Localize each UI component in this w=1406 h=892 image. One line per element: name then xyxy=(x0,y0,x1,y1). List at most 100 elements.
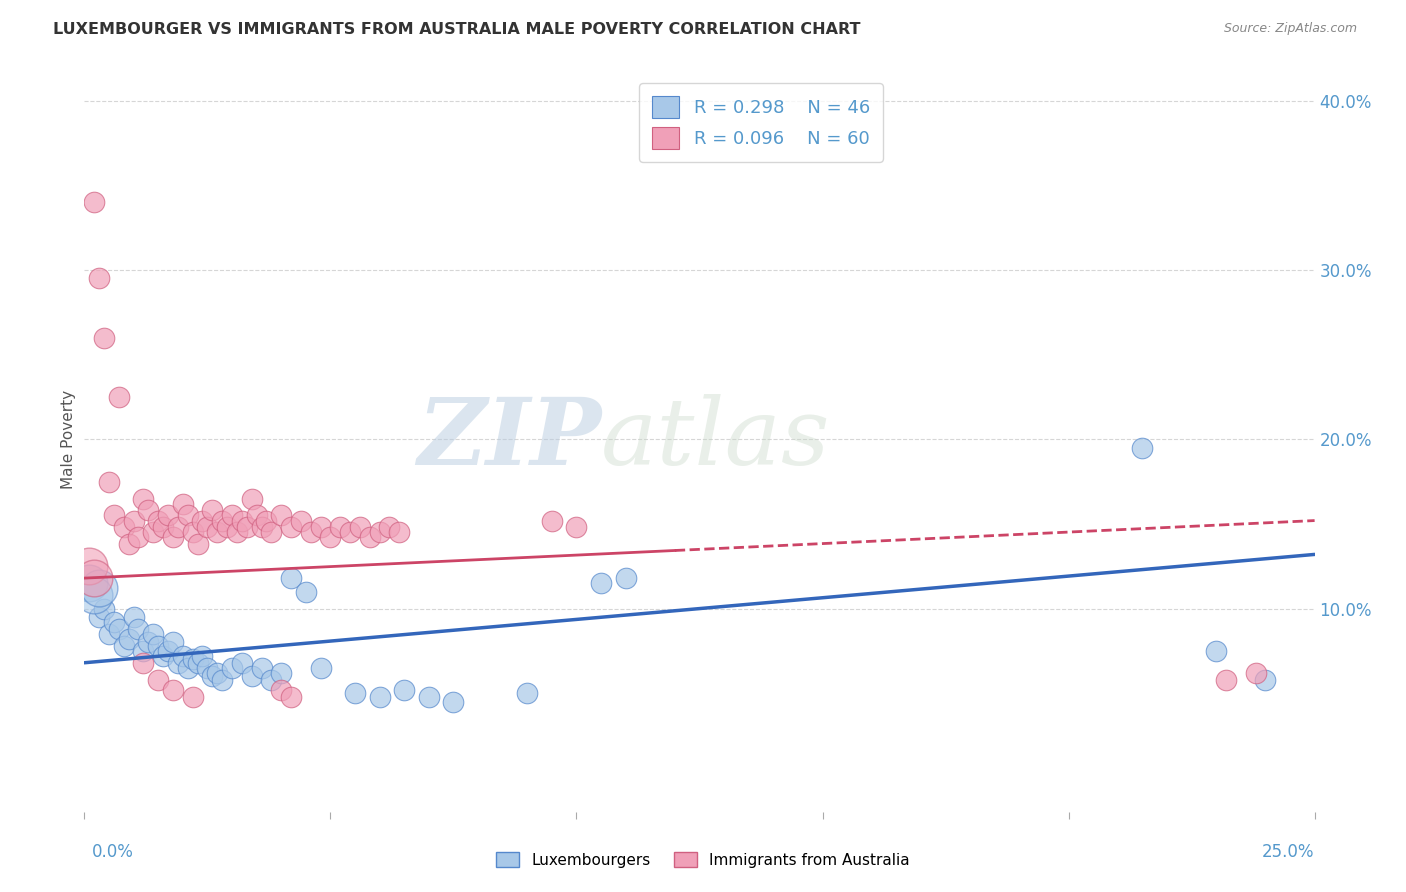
Point xyxy=(103,615,125,629)
Point xyxy=(394,682,416,697)
Point xyxy=(122,610,145,624)
Point xyxy=(1130,441,1153,455)
Point xyxy=(201,669,224,683)
Point xyxy=(270,682,292,697)
Point xyxy=(108,390,131,404)
Point xyxy=(157,644,180,658)
Text: ZIP: ZIP xyxy=(416,394,602,484)
Point xyxy=(339,525,361,540)
Point xyxy=(1205,644,1227,658)
Point xyxy=(443,695,465,709)
Y-axis label: Male Poverty: Male Poverty xyxy=(60,390,76,489)
Point xyxy=(280,571,302,585)
Point xyxy=(225,525,249,540)
Point xyxy=(231,656,253,670)
Point xyxy=(295,584,318,599)
Point xyxy=(299,525,322,540)
Legend: Luxembourgers, Immigrants from Australia: Luxembourgers, Immigrants from Australia xyxy=(491,846,915,873)
Point xyxy=(240,491,263,506)
Point xyxy=(359,531,381,545)
Point xyxy=(217,520,239,534)
Legend: R = 0.298    N = 46, R = 0.096    N = 60: R = 0.298 N = 46, R = 0.096 N = 60 xyxy=(640,83,883,161)
Point xyxy=(207,665,229,680)
Point xyxy=(240,669,263,683)
Point xyxy=(122,514,145,528)
Point xyxy=(162,682,184,697)
Point xyxy=(157,508,180,523)
Point xyxy=(87,610,111,624)
Point xyxy=(186,656,209,670)
Point xyxy=(614,571,637,585)
Point xyxy=(207,525,229,540)
Point xyxy=(132,491,155,506)
Point xyxy=(181,690,204,704)
Point xyxy=(112,639,135,653)
Point xyxy=(152,648,174,663)
Point xyxy=(418,690,440,704)
Point xyxy=(93,331,115,345)
Point xyxy=(236,520,259,534)
Point xyxy=(79,576,101,591)
Point xyxy=(87,582,111,596)
Point xyxy=(172,497,194,511)
Point xyxy=(516,686,538,700)
Point xyxy=(1215,673,1237,687)
Point xyxy=(148,673,170,687)
Point xyxy=(280,520,302,534)
Text: atlas: atlas xyxy=(602,394,831,484)
Point xyxy=(152,520,174,534)
Point xyxy=(309,661,332,675)
Point xyxy=(98,475,120,489)
Point xyxy=(108,622,131,636)
Point xyxy=(1254,673,1277,687)
Point xyxy=(142,627,165,641)
Text: 0.0%: 0.0% xyxy=(91,843,134,861)
Point xyxy=(211,673,233,687)
Point xyxy=(368,525,391,540)
Point xyxy=(246,508,269,523)
Point xyxy=(181,525,204,540)
Point xyxy=(118,632,141,646)
Point xyxy=(166,520,188,534)
Point xyxy=(250,520,273,534)
Point xyxy=(132,644,155,658)
Point xyxy=(221,508,243,523)
Point xyxy=(103,508,125,523)
Point xyxy=(541,514,564,528)
Point xyxy=(83,588,105,602)
Point xyxy=(166,656,188,670)
Point xyxy=(148,639,170,653)
Point xyxy=(565,520,588,534)
Point xyxy=(87,271,111,285)
Point xyxy=(93,601,115,615)
Point xyxy=(162,531,184,545)
Point xyxy=(138,635,160,649)
Point xyxy=(186,537,209,551)
Point xyxy=(197,661,219,675)
Point xyxy=(211,514,233,528)
Point xyxy=(349,520,371,534)
Point xyxy=(118,537,141,551)
Point xyxy=(132,656,155,670)
Point xyxy=(319,531,342,545)
Point xyxy=(344,686,367,700)
Point xyxy=(79,559,101,574)
Point xyxy=(177,508,200,523)
Point xyxy=(128,622,150,636)
Point xyxy=(270,665,292,680)
Point xyxy=(1244,665,1267,680)
Point xyxy=(181,652,204,666)
Point xyxy=(280,690,302,704)
Text: 25.0%: 25.0% xyxy=(1263,843,1315,861)
Point xyxy=(591,576,613,591)
Point xyxy=(256,514,278,528)
Point xyxy=(368,690,391,704)
Point xyxy=(148,514,170,528)
Point xyxy=(260,525,283,540)
Point xyxy=(290,514,312,528)
Point xyxy=(201,503,224,517)
Point xyxy=(378,520,401,534)
Point xyxy=(83,195,105,210)
Point xyxy=(197,520,219,534)
Point xyxy=(270,508,292,523)
